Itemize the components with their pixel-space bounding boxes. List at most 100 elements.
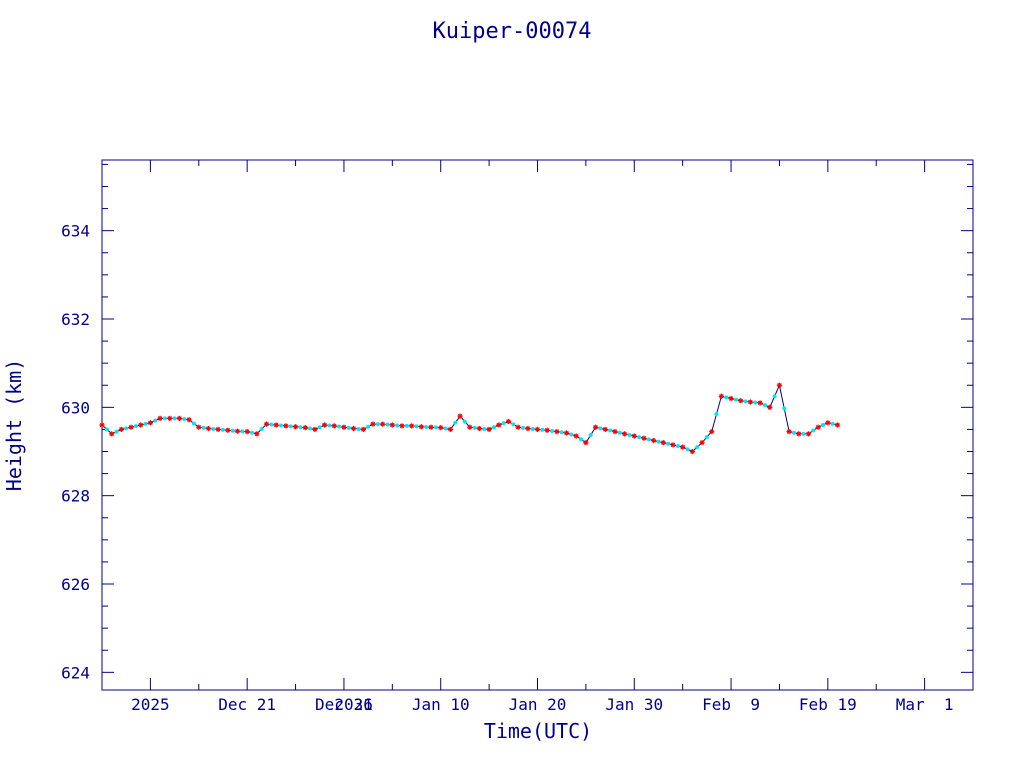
data-point-alt xyxy=(462,419,467,424)
data-point-alt xyxy=(182,417,187,422)
data-point-alt xyxy=(588,432,593,437)
data-point xyxy=(602,426,608,433)
data-point xyxy=(438,425,444,431)
data-point xyxy=(341,424,347,430)
data-point-alt xyxy=(104,427,109,432)
y-tick-label: 634 xyxy=(61,222,90,241)
data-point xyxy=(167,415,173,421)
data-point-alt xyxy=(579,437,584,442)
chart-title: Kuiper-00074 xyxy=(433,19,592,44)
data-point xyxy=(680,444,686,450)
data-point-alt xyxy=(375,422,380,427)
data-point-alt xyxy=(279,423,284,428)
data-point xyxy=(834,422,841,428)
data-point xyxy=(670,442,676,448)
x-tick-label: Jan 10 xyxy=(412,695,470,714)
y-tick-label: 630 xyxy=(61,398,90,417)
data-point xyxy=(99,422,105,428)
data-point xyxy=(573,433,579,439)
data-point-alt xyxy=(540,427,545,432)
data-point-alt xyxy=(627,432,632,437)
data-point xyxy=(118,426,124,433)
data-point xyxy=(496,422,502,428)
data-point-alt xyxy=(211,426,216,431)
data-point xyxy=(157,415,163,421)
data-point xyxy=(583,440,589,446)
data-point-alt xyxy=(637,435,642,440)
data-point xyxy=(757,400,763,406)
data-point-alt xyxy=(617,430,622,435)
data-point xyxy=(709,429,715,435)
data-point-alt xyxy=(482,426,487,431)
data-point xyxy=(612,429,618,435)
data-point-alt xyxy=(288,424,293,429)
x-tick-label: Jan 30 xyxy=(605,695,663,714)
data-point-alt xyxy=(559,430,564,435)
data-point-alt xyxy=(714,411,719,416)
data-point-alt xyxy=(269,422,274,427)
y-tick-label: 628 xyxy=(61,487,90,506)
data-point-alt xyxy=(346,425,351,430)
data-point-alt xyxy=(133,424,138,429)
data-point-alt xyxy=(385,422,390,427)
data-point-alt xyxy=(201,425,206,430)
data-point xyxy=(592,424,599,430)
series-line xyxy=(101,383,838,453)
data-point-alt xyxy=(395,423,400,428)
data-point-alt xyxy=(240,429,245,434)
data-point-alt xyxy=(520,425,525,430)
data-point-alt xyxy=(724,395,729,400)
data-point xyxy=(525,425,531,432)
data-point xyxy=(215,426,221,433)
data-point-alt xyxy=(675,443,680,448)
data-point xyxy=(534,426,541,433)
data-point-alt xyxy=(404,423,409,428)
x-tick-label: Jan 20 xyxy=(509,695,567,714)
data-point xyxy=(370,421,376,427)
data-point xyxy=(505,418,512,425)
data-point xyxy=(292,424,299,430)
data-point xyxy=(399,423,405,429)
data-point-alt xyxy=(656,439,661,444)
x-tick-label: Feb 19 xyxy=(799,695,857,714)
data-point xyxy=(128,424,134,430)
data-point xyxy=(805,431,812,437)
data-point xyxy=(544,427,550,433)
data-point xyxy=(186,417,192,423)
data-point-alt xyxy=(666,441,671,446)
data-point xyxy=(718,393,724,399)
data-point xyxy=(176,415,183,421)
data-point-alt xyxy=(762,403,767,408)
data-point xyxy=(728,395,734,402)
x-tick-label: Feb 9 xyxy=(702,695,760,714)
data-point-alt xyxy=(414,424,419,429)
data-point xyxy=(631,433,637,439)
data-point xyxy=(380,421,386,427)
data-point xyxy=(138,422,144,428)
data-point-alt xyxy=(511,422,516,427)
data-point xyxy=(796,431,802,437)
data-point-alt xyxy=(356,426,361,431)
data-point-alt xyxy=(598,426,603,431)
data-point xyxy=(389,422,395,428)
data-point xyxy=(225,427,231,433)
data-point-alt xyxy=(704,435,709,440)
data-point-alt xyxy=(298,425,303,430)
data-point-alt xyxy=(830,421,835,426)
x-tick-label: 2025 xyxy=(131,695,170,714)
data-point xyxy=(428,424,434,430)
data-point xyxy=(109,431,115,437)
data-point-alt xyxy=(153,418,158,423)
data-point xyxy=(815,424,821,430)
data-point-alt xyxy=(191,421,196,426)
data-point xyxy=(447,426,453,433)
data-point-alt xyxy=(124,426,129,431)
data-point-alt xyxy=(433,425,438,430)
data-point xyxy=(515,424,521,430)
data-point-alt xyxy=(501,421,506,426)
data-point xyxy=(312,426,318,433)
data-point xyxy=(273,422,279,428)
data-point-alt xyxy=(733,397,738,402)
data-point xyxy=(747,399,754,405)
